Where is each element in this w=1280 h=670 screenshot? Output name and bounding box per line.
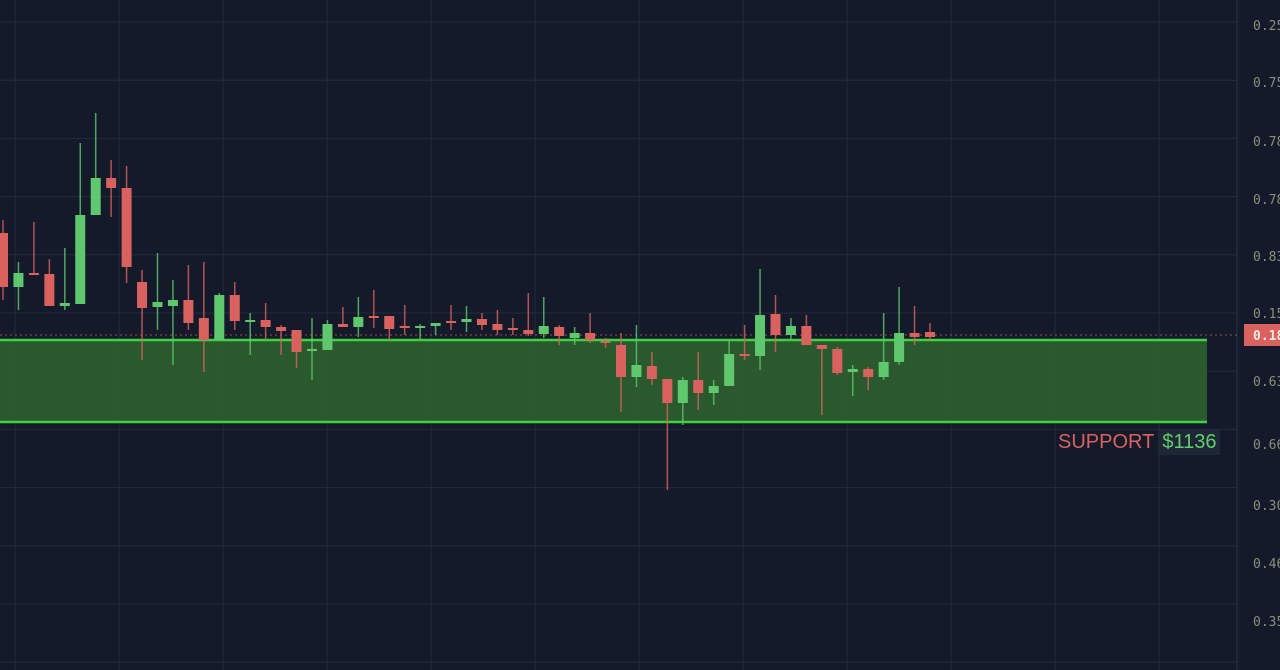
candle-body-down — [291, 330, 302, 352]
candle-body-down — [492, 324, 503, 330]
candle-body-up — [755, 315, 766, 356]
candle-body-down — [399, 326, 410, 328]
candle-body-down — [368, 316, 379, 318]
candle-body-up — [538, 326, 549, 334]
current-price-label: 0.18 — [1253, 329, 1280, 344]
candle-body-up — [307, 349, 317, 351]
candle-body-down — [863, 369, 874, 377]
candle-body-down — [198, 318, 209, 340]
candle-body-up — [847, 369, 858, 372]
candle-body-up — [724, 354, 735, 386]
candle-body-up — [214, 295, 225, 340]
candles — [0, 113, 935, 490]
candle-body-up — [13, 273, 24, 287]
candle-body-down — [106, 178, 117, 188]
candle-body-down — [0, 233, 8, 287]
candle-body-up — [708, 386, 719, 393]
price-axis-label: 0.78 — [1253, 135, 1280, 150]
candle-body-down — [276, 327, 287, 331]
candle-body-up — [415, 326, 426, 328]
candle-body-down — [183, 300, 194, 323]
price-axis-label: 0.78 — [1253, 193, 1280, 208]
candle-body-down — [476, 319, 487, 325]
candle-body-up — [322, 324, 333, 350]
candle-body-down — [137, 282, 148, 308]
candle-body-down — [28, 273, 39, 275]
candle-body-down — [229, 295, 240, 321]
candle-body-up — [461, 319, 472, 322]
candle-body-up — [245, 320, 256, 322]
support-zone-fill — [0, 340, 1207, 422]
candle-body-up — [430, 323, 441, 326]
price-axis-label: 0.25 — [1253, 19, 1280, 34]
current-price-badge — [1244, 324, 1280, 346]
price-axis-label: 0.30 — [1253, 499, 1280, 514]
support-label: SUPPORT $1136 — [1058, 428, 1221, 456]
candle-body-down — [585, 333, 596, 340]
price-axis-label: 0.15 — [1253, 307, 1280, 322]
price-axis[interactable]: 0.25 0.75 0.78 0.78 0.83 0.15 0.63 0.66 0.30 0.46… — [1244, 19, 1280, 630]
candle-body-down — [523, 330, 534, 334]
candle-body-down — [616, 345, 626, 377]
candle-body-down — [384, 316, 395, 329]
candle-body-down — [44, 274, 55, 306]
candle-body-down — [446, 321, 457, 323]
candle-body-down — [816, 345, 827, 349]
candle-body-down — [554, 327, 565, 336]
candle-body-up — [59, 303, 70, 306]
candle-body-down — [260, 320, 271, 327]
candle-body-up — [167, 300, 178, 306]
candle-body-down — [693, 380, 704, 393]
candle-body-down — [925, 332, 935, 337]
candle-body-down — [739, 354, 750, 356]
candle-body-down — [121, 188, 132, 267]
candle-body-up — [677, 380, 688, 403]
price-axis-label: 0.83 — [1253, 250, 1280, 265]
candle-body-up — [90, 178, 101, 215]
candle-body-down — [662, 379, 673, 403]
support-text: SUPPORT — [1058, 430, 1155, 453]
price-axis-label: 0.63 — [1253, 375, 1280, 390]
candle-body-up — [75, 215, 86, 304]
candle-body-down — [770, 314, 781, 335]
support-zone — [0, 334, 1237, 424]
price-axis-label: 0.66 — [1253, 438, 1280, 453]
support-price: $1136 — [1158, 429, 1221, 455]
candle-body-down — [832, 349, 843, 373]
price-axis-label: 0.75 — [1253, 76, 1280, 91]
candle-body-down — [600, 341, 611, 343]
candle-body-up — [152, 302, 163, 307]
candle-body-up — [785, 326, 796, 335]
candle-body-down — [507, 328, 518, 330]
candle-body-up — [894, 333, 905, 362]
candle-body-up — [878, 362, 889, 377]
candle-body-down — [909, 333, 920, 337]
candle-body-up — [353, 317, 364, 327]
price-axis-label: 0.46 — [1253, 557, 1280, 572]
candle-body-down — [646, 366, 657, 379]
candle-body-up — [569, 333, 580, 338]
price-axis-label: 0.35 — [1253, 615, 1280, 630]
candle-body-down — [801, 326, 812, 345]
candle-body-up — [631, 365, 642, 377]
candle-body-down — [337, 324, 348, 327]
